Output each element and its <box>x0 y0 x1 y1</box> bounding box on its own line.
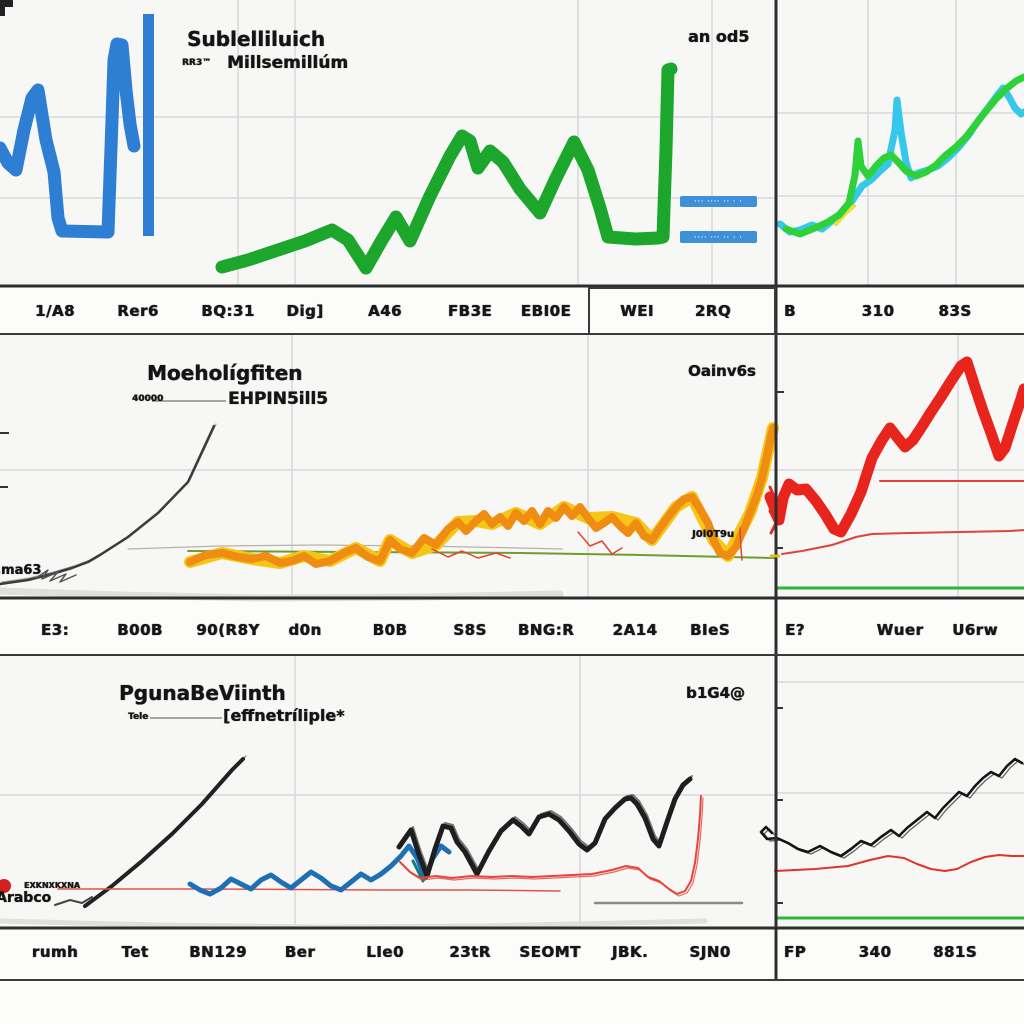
bot-left-label: Arabco <box>0 890 52 906</box>
legend-chip-2[interactable]: ···· ··· ·· · · <box>680 231 757 243</box>
tick-label-row1: Rer6 <box>117 302 159 320</box>
tick-label-row3: Tet <box>121 943 149 961</box>
tick-label-row1: B <box>784 302 796 320</box>
tick-label-row3: LIe0 <box>366 943 404 961</box>
tick-label-row2: 90(R8Y <box>196 621 260 639</box>
tick-label-row3: 881S <box>932 943 978 961</box>
mid-main-annotation: J0l0T9u <box>692 529 734 540</box>
tick-label-row3: FP <box>783 943 807 961</box>
thin-red-baseline <box>57 888 561 892</box>
tick-label-row2: S8S <box>453 621 487 639</box>
tick-label-row1: BQ:31 <box>201 302 255 320</box>
panel-top-main[interactable] <box>0 0 775 286</box>
tick-label-row1: 83S <box>938 302 972 320</box>
pencil-hook <box>54 896 93 906</box>
scrawl-line <box>759 757 1024 858</box>
mid-main-corner-label: Oainv6s <box>688 362 756 380</box>
top-main-corner-label: an od5 <box>688 27 750 46</box>
yellow-line <box>834 204 856 226</box>
mid-main-title: Moeholígfiten <box>147 361 303 385</box>
panel-mid-right[interactable] <box>779 334 1024 598</box>
tick-label-row2: E? <box>785 621 805 639</box>
red-sketch-b <box>577 531 623 555</box>
mid-left-edge-label: .ma63 <box>0 563 42 578</box>
legend-chip-1[interactable]: ··· ···· ·· · · <box>680 196 757 207</box>
tick-label-row2: Wuer <box>876 621 924 639</box>
tick-label-row2: B0B <box>372 621 408 639</box>
tick-label-row3: Ber <box>284 943 316 961</box>
tick-label-row2: 2A14 <box>612 621 658 639</box>
blue-price-line <box>0 37 141 239</box>
tick-label-row1: EBI0E <box>520 302 572 320</box>
green-baseline <box>187 550 776 559</box>
tick-label-row1: 1/A8 <box>35 302 75 320</box>
tick-label-row2: U6rw <box>952 621 998 639</box>
tick-label-row1: 2RQ <box>694 302 732 320</box>
red-price-line <box>764 356 1024 538</box>
bot-main-subtitle: [effnetríliple* <box>223 706 345 725</box>
blue-noisy-line <box>187 843 452 897</box>
red-dash <box>739 527 743 561</box>
pencil-trend-line <box>0 424 216 586</box>
tick-label-row1: Dig] <box>286 302 324 320</box>
black-zigzag-line <box>396 776 693 879</box>
panel-bot-right[interactable] <box>779 655 1024 928</box>
orange-noisy-line <box>186 424 777 568</box>
mid-main-subtitle: EHPIN5ill5 <box>228 389 328 409</box>
panel-bot-main[interactable] <box>0 655 775 928</box>
bot-main-title: PgunaBeViinth <box>119 681 286 705</box>
tick-label-row1: FB3E <box>447 302 493 320</box>
tick-label-row3: JBK. <box>611 943 649 961</box>
tick-label-row1: A46 <box>368 302 402 320</box>
pencil-trend-line <box>83 757 245 908</box>
tick-label-row2: BIeS <box>690 621 730 639</box>
top-main-title: Sublelliluich <box>187 27 325 51</box>
tick-label-row1: 310 <box>861 302 895 320</box>
green-price-line <box>215 62 678 275</box>
red-sketch-line <box>399 795 702 895</box>
tick-label-row2: E3: <box>40 621 70 639</box>
tick-label-row2: d0n <box>288 621 322 639</box>
red-dot <box>0 879 11 893</box>
tick-label-row3: rumh <box>31 943 79 961</box>
red-ref-line-2 <box>781 529 1024 555</box>
mid-main-subtag: 40000 <box>132 394 164 404</box>
tick-label-row3: 23tR <box>449 943 491 961</box>
tick-label-row3: SJN0 <box>689 943 731 961</box>
green-line <box>782 73 1024 238</box>
tick-label-row3: 340 <box>858 943 892 961</box>
bot-main-corner-label: b1G4@ <box>686 684 745 702</box>
faint-baseline <box>127 544 563 550</box>
tick-label-row3: SEOMT <box>519 943 581 961</box>
red-wavy-line <box>774 854 1024 872</box>
blue-volume-bar <box>143 14 154 236</box>
top-main-subtitle: Millsemillúm <box>227 53 349 73</box>
top-main-subtag: RR3™ <box>182 58 212 68</box>
panel-mid-main[interactable] <box>0 334 775 598</box>
tick-label-row2: B00B <box>117 621 163 639</box>
panel-top-right[interactable] <box>779 0 1024 286</box>
red-sketch-a <box>431 548 511 559</box>
tick-label-row2: BNG:R <box>517 621 575 639</box>
bot-main-subtag: Tele <box>128 712 149 722</box>
tick-label-row1: WEI <box>620 302 654 320</box>
pencil-scribble <box>35 569 77 583</box>
tick-label-row3: BN129 <box>189 943 247 961</box>
bot-left-tiny-label: EXKNXKXNA <box>24 881 80 890</box>
